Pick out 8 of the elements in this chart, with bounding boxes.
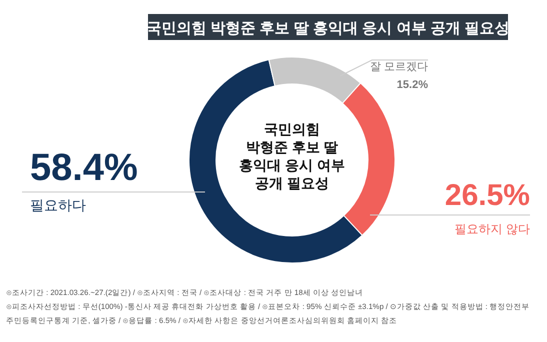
data-label: 26.5% xyxy=(444,179,530,212)
data-label: 15.2% xyxy=(396,79,428,91)
slice-label: 필요하다 xyxy=(30,197,86,213)
data-label: 58.4% xyxy=(30,147,138,189)
text: 국민의힘 박형준 후보 딸 홍익대 응시 여부 공개 필요성 xyxy=(239,121,345,191)
slice-label: 잘 모르겠다 xyxy=(370,61,428,73)
slice-label: 필요하지 않다 xyxy=(454,222,530,236)
chart-title: 국민의힘 박형준 후보 딸 홍익대 응시 여부 공개 필요성 xyxy=(146,20,510,37)
